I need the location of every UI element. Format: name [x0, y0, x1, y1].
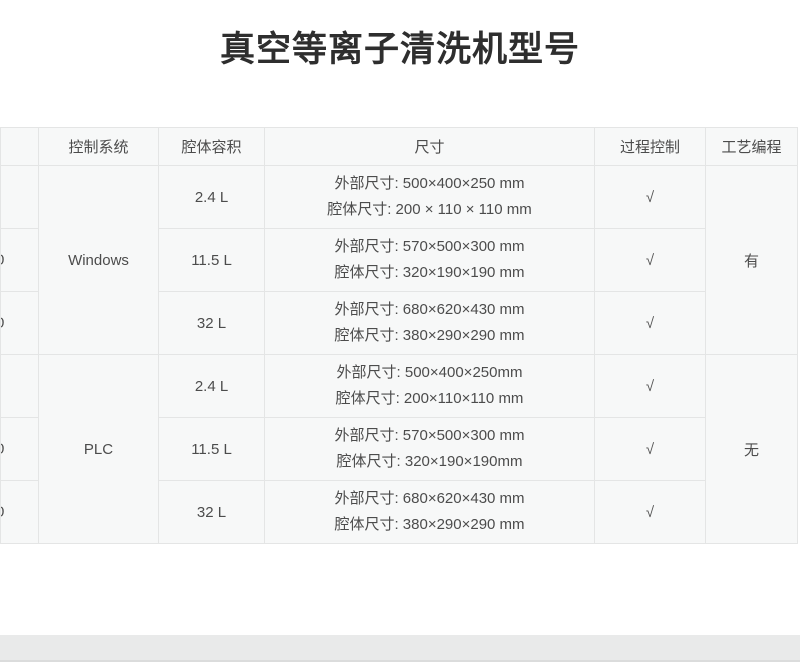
cell-model [0, 165, 39, 229]
cell-control-system: PLC [38, 354, 159, 544]
outer-size-line: 外部尺寸: 570×500×300 mm [334, 427, 525, 444]
outer-size-line: 外部尺寸: 500×400×250 mm [334, 175, 525, 192]
outer-size-line: 外部尺寸: 680×620×430 mm [334, 490, 525, 507]
cell-model [0, 354, 39, 418]
table-row: PLC 2.4 L 外部尺寸: 500×400×250mm 腔体尺寸: 200×110… [0, 354, 798, 544]
cell-process-control: √ [594, 165, 706, 229]
table-row: 0 32 L 外部尺寸: 680×620×430 mm 腔体尺寸: 380×290×2… [0, 291, 798, 355]
cell-process-control: √ [594, 228, 706, 292]
table-row: Windows 2.4 L 外部尺寸: 500×400×250 mm 腔体尺寸: 20… [0, 165, 798, 355]
outer-size-line: 外部尺寸: 500×400×250mm [336, 364, 523, 381]
column-header-process-control: 过程控制 [594, 127, 706, 166]
cell-dimensions: 外部尺寸: 500×400×250 mm 腔体尺寸: 200 × 110 × 11… [264, 165, 595, 229]
chamber-size-line: 腔体尺寸: 200 × 110 × 110 mm [327, 201, 532, 218]
cell-process-programming: 无 [705, 354, 798, 544]
cell-model: 0 [0, 228, 39, 292]
checkmark: √ [645, 377, 655, 395]
cell-model: 0 [0, 291, 39, 355]
column-header-chamber-volume: 腔体容积 [158, 127, 265, 166]
cell-chamber-volume: 11.5 L [158, 228, 265, 292]
cell-control-system: Windows [38, 165, 159, 355]
cell-chamber-volume: 32 L [158, 480, 265, 544]
cell-chamber-volume: 2.4 L [158, 354, 265, 418]
column-header-control-system: 控制系统 [38, 127, 159, 166]
chamber-size-line: 腔体尺寸: 380×290×290 mm [334, 516, 525, 533]
cell-process-control: √ [594, 480, 706, 544]
header-row: 控制系统 腔体容积 尺寸 过程控制 工艺编程 [0, 127, 798, 166]
cell-dimensions: 外部尺寸: 570×500×300 mm 腔体尺寸: 320×190×190 mm [264, 228, 595, 292]
column-header-process-programming: 工艺编程 [705, 127, 798, 166]
checkmark: √ [645, 251, 655, 269]
checkmark: √ [645, 503, 655, 521]
bottom-bar [0, 635, 800, 662]
chamber-size-line: 腔体尺寸: 380×290×290 mm [334, 327, 525, 344]
cell-dimensions: 外部尺寸: 500×400×250mm 腔体尺寸: 200×110×110 mm [264, 354, 595, 418]
checkmark: √ [645, 314, 655, 332]
table-row: 0 11.5 L 外部尺寸: 570×500×300 mm 腔体尺寸: 320×190… [0, 417, 798, 481]
cell-process-programming: 有 [705, 165, 798, 355]
checkmark: √ [645, 188, 655, 206]
cell-chamber-volume: 2.4 L [158, 165, 265, 229]
model-fragment: 0 [2, 505, 5, 520]
models-table: 控制系统 腔体容积 尺寸 过程控制 工艺编程 Windows 2.4 L 外部尺寸:… [0, 127, 798, 544]
cell-process-control: √ [594, 291, 706, 355]
cell-process-control: √ [594, 417, 706, 481]
model-fragment: 0 [2, 316, 5, 331]
table-row: 0 32 L 外部尺寸: 680×620×430 mm 腔体尺寸: 380×290×2… [0, 480, 798, 544]
column-header-dimensions: 尺寸 [264, 127, 595, 166]
table-row: 0 11.5 L 外部尺寸: 570×500×300 mm 腔体尺寸: 320×190… [0, 228, 798, 292]
cell-chamber-volume: 11.5 L [158, 417, 265, 481]
page-title: 真空等离子清洗机型号 [219, 30, 580, 69]
cell-model: 0 [0, 417, 39, 481]
column-header-model [0, 127, 39, 166]
cell-chamber-volume: 32 L [158, 291, 265, 355]
cell-dimensions: 外部尺寸: 680×620×430 mm 腔体尺寸: 380×290×290 mm [264, 291, 595, 355]
cell-model: 0 [0, 480, 39, 544]
model-fragment: 0 [2, 442, 5, 457]
chamber-size-line: 腔体尺寸: 320×190×190 mm [334, 264, 525, 281]
chamber-size-line: 腔体尺寸: 200×110×110 mm [335, 390, 524, 407]
cell-dimensions: 外部尺寸: 570×500×300 mm 腔体尺寸: 320×190×190mm [264, 417, 595, 481]
checkmark: √ [645, 440, 655, 458]
cell-process-control: √ [594, 354, 706, 418]
cell-dimensions: 外部尺寸: 680×620×430 mm 腔体尺寸: 380×290×290 mm [264, 480, 595, 544]
outer-size-line: 外部尺寸: 680×620×430 mm [334, 301, 525, 318]
outer-size-line: 外部尺寸: 570×500×300 mm [334, 238, 525, 255]
chamber-size-line: 腔体尺寸: 320×190×190mm [336, 453, 523, 470]
model-fragment: 0 [2, 253, 5, 268]
